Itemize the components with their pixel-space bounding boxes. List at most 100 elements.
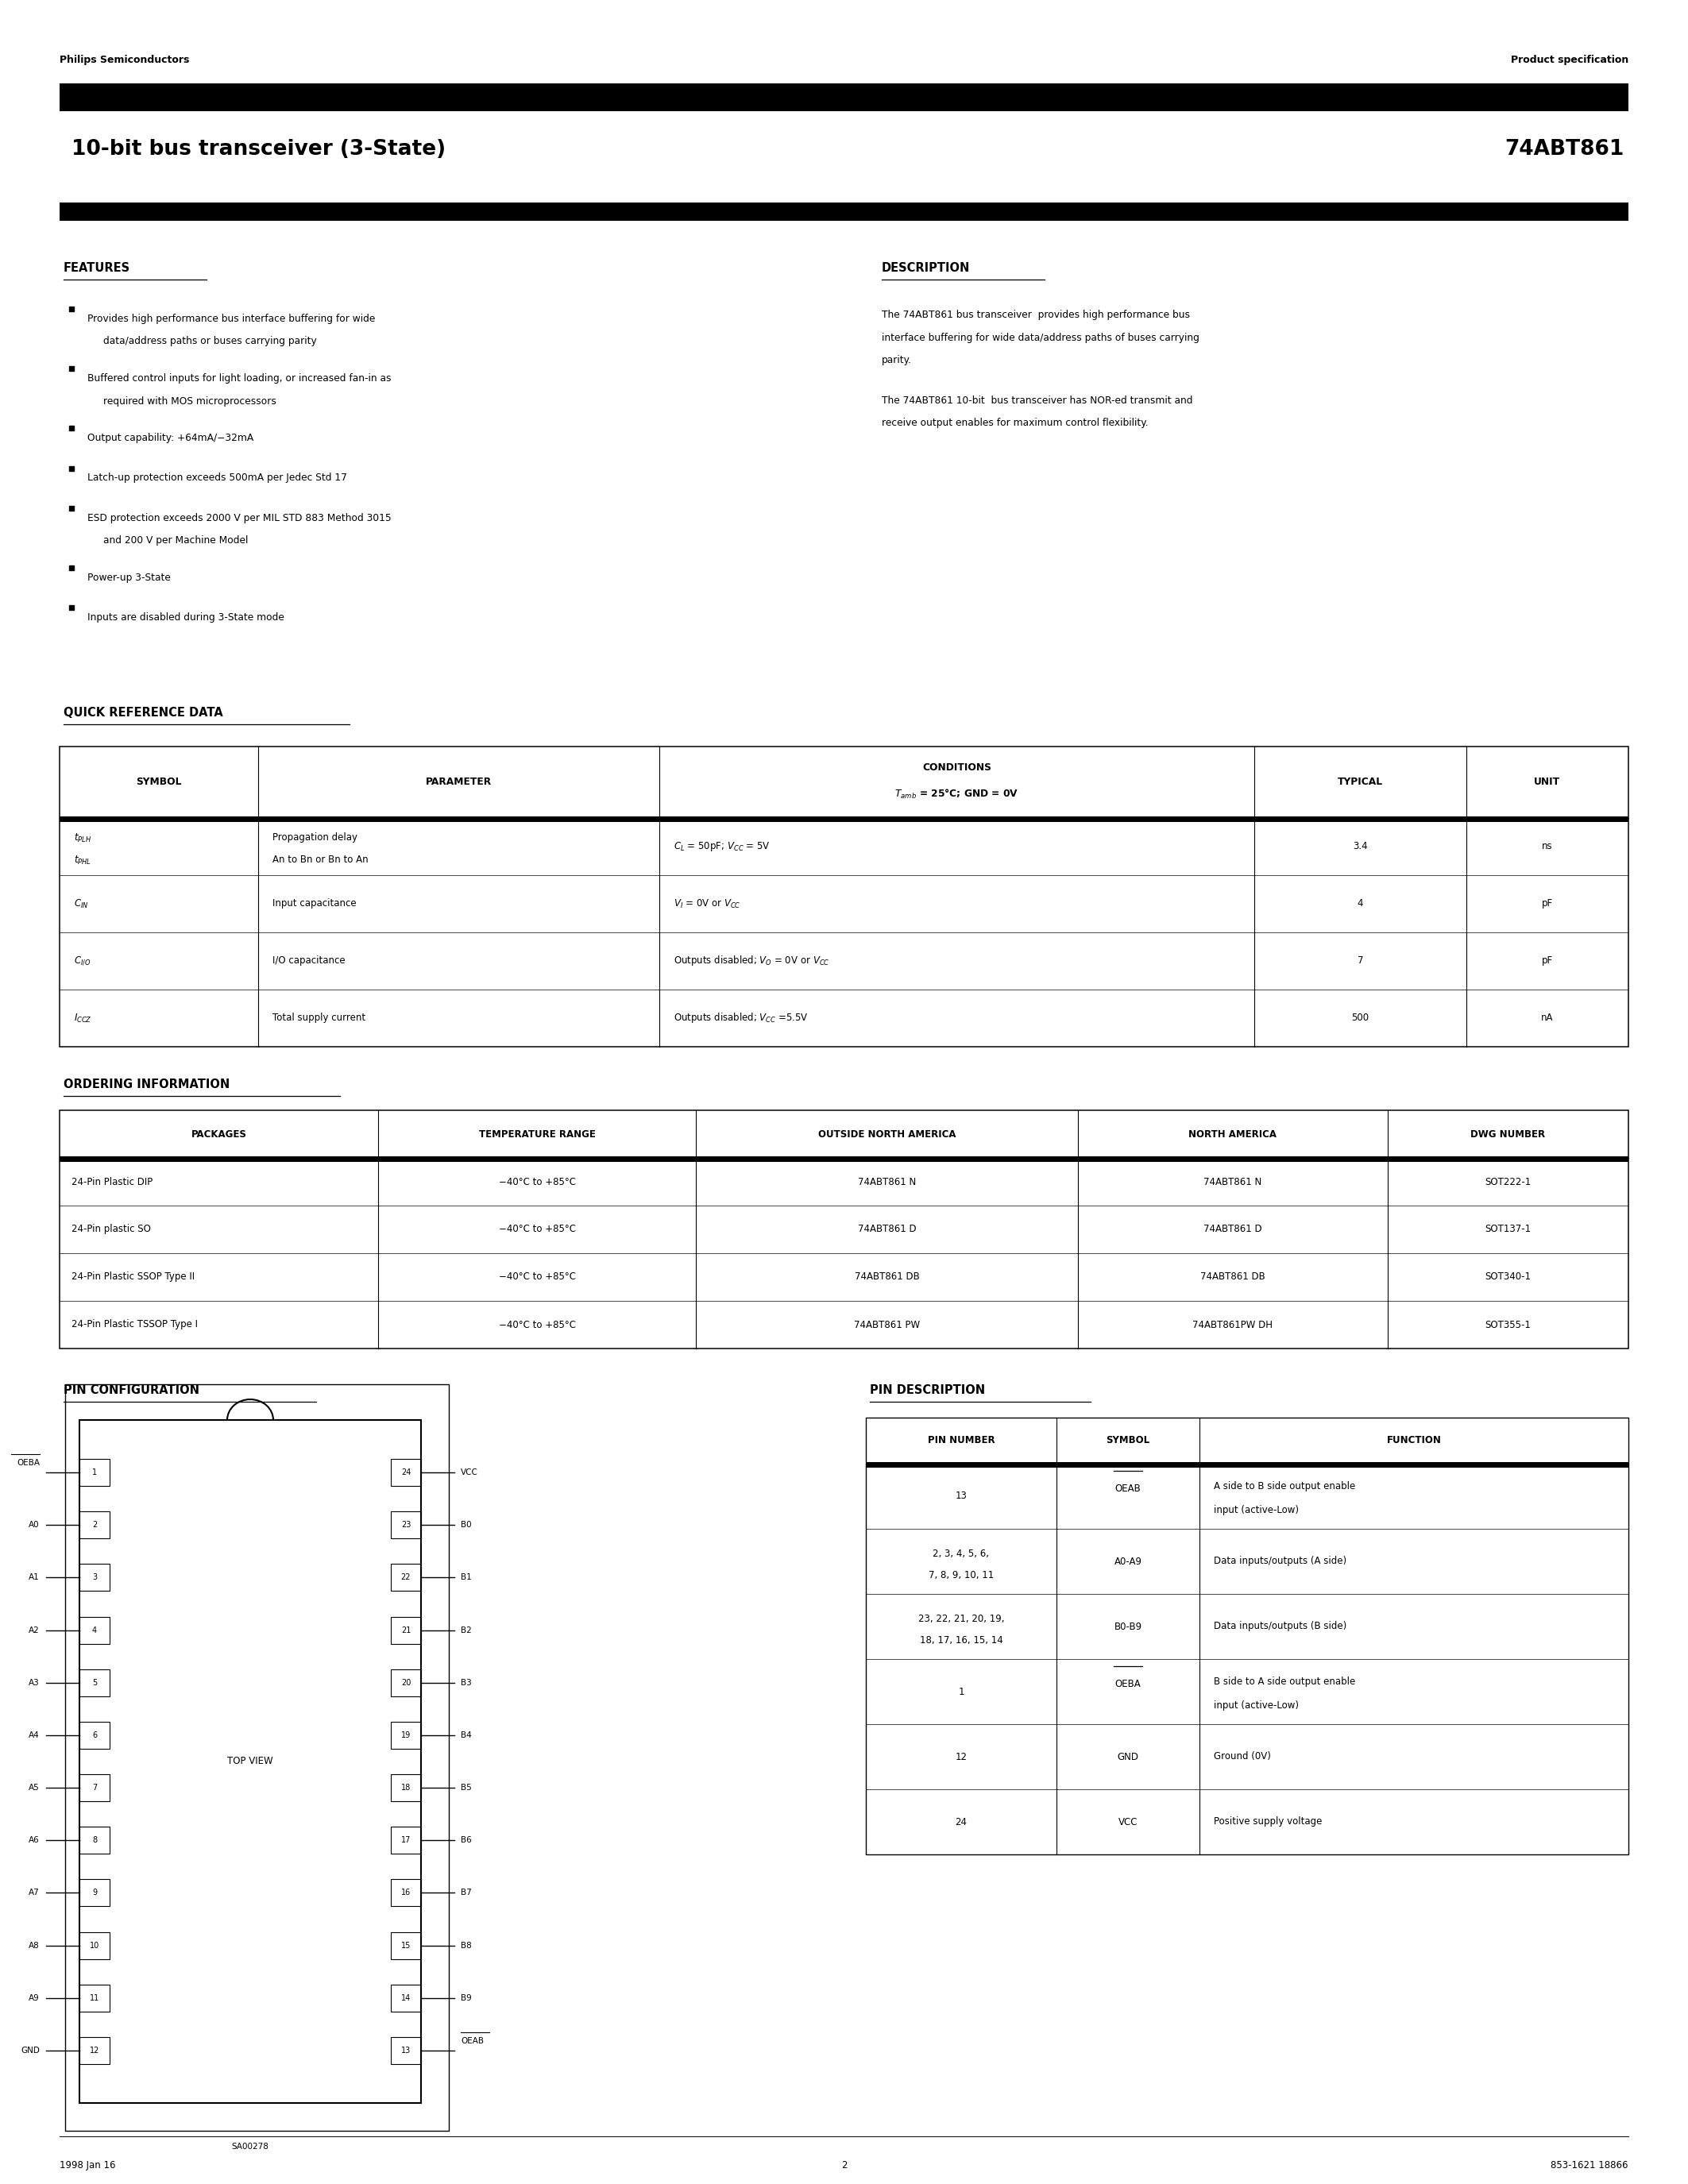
Text: 74ABT861 D: 74ABT861 D [858, 1225, 917, 1234]
Text: GND: GND [1117, 1752, 1139, 1762]
Text: A7: A7 [29, 1889, 41, 1898]
Text: −40°C to +85°C: −40°C to +85°C [498, 1271, 576, 1282]
Text: 13: 13 [402, 2046, 410, 2055]
Text: OEAB: OEAB [1116, 1483, 1141, 1494]
Text: 7: 7 [93, 1784, 96, 1791]
Text: input (active-Low): input (active-Low) [1214, 1701, 1298, 1710]
Text: B5: B5 [461, 1784, 471, 1791]
Text: Data inputs/outputs (B side): Data inputs/outputs (B side) [1214, 1621, 1347, 1631]
Text: SA00278: SA00278 [231, 2143, 268, 2151]
Text: Data inputs/outputs (A side): Data inputs/outputs (A side) [1214, 1557, 1347, 1566]
Text: B7: B7 [461, 1889, 471, 1898]
Text: 74ABT861 N: 74ABT861 N [858, 1177, 917, 1186]
Text: $C_{IN}$: $C_{IN}$ [74, 898, 89, 911]
Text: Ground (0V): Ground (0V) [1214, 1752, 1271, 1762]
Bar [66, 1385, 449, 2132]
Text: Product specification: Product specification [1511, 55, 1629, 66]
Text: interface buffering for wide data/address paths of buses carrying: interface buffering for wide data/addres… [881, 332, 1200, 343]
Bar [59, 83, 1629, 111]
Text: PARAMETER: PARAMETER [425, 778, 491, 788]
Text: Power-up 3-State: Power-up 3-State [88, 572, 170, 583]
Text: $C_{I/O}$: $C_{I/O}$ [74, 954, 91, 968]
Text: −40°C to +85°C: −40°C to +85°C [498, 1225, 576, 1234]
Bar [392, 2038, 420, 2064]
Bar [79, 1880, 110, 1907]
Text: and 200 V per Machine Model: and 200 V per Machine Model [103, 535, 248, 546]
Text: 6: 6 [93, 1732, 96, 1738]
Text: 74ABT861 N: 74ABT861 N [1204, 1177, 1263, 1186]
Text: 2, 3, 4, 5, 6,: 2, 3, 4, 5, 6, [933, 1548, 989, 1559]
Bar [59, 747, 1629, 1046]
Text: ORDERING INFORMATION: ORDERING INFORMATION [64, 1079, 230, 1090]
Text: 74ABT861PW DH: 74ABT861PW DH [1193, 1319, 1273, 1330]
Text: SOT222-1: SOT222-1 [1485, 1177, 1531, 1186]
Bar [79, 1511, 110, 1538]
Text: 18, 17, 16, 15, 14: 18, 17, 16, 15, 14 [920, 1636, 1003, 1645]
Text: A0: A0 [29, 1520, 41, 1529]
Text: OEBA: OEBA [17, 1459, 41, 1468]
Text: B6: B6 [461, 1837, 471, 1843]
Text: data/address paths or buses carrying parity: data/address paths or buses carrying par… [103, 336, 317, 347]
Text: 19: 19 [402, 1732, 410, 1738]
Text: 2: 2 [93, 1520, 96, 1529]
Text: 11: 11 [89, 1994, 100, 2003]
Text: 10: 10 [89, 1942, 100, 1950]
Text: 10-bit bus transceiver (3-State): 10-bit bus transceiver (3-State) [71, 140, 446, 159]
Text: CONDITIONS: CONDITIONS [922, 762, 991, 773]
Text: B1: B1 [461, 1575, 471, 1581]
Text: 5: 5 [93, 1679, 96, 1686]
Bar [59, 1155, 1629, 1162]
Text: FUNCTION: FUNCTION [1386, 1435, 1442, 1446]
Text: 1: 1 [93, 1468, 96, 1476]
Text: VCC: VCC [1117, 1817, 1138, 1828]
Text: PIN NUMBER: PIN NUMBER [927, 1435, 994, 1446]
Text: 74ABT861 DB: 74ABT861 DB [854, 1271, 920, 1282]
Text: TEMPERATURE RANGE: TEMPERATURE RANGE [479, 1129, 596, 1140]
Text: B3: B3 [461, 1679, 471, 1686]
Bar [392, 1616, 420, 1645]
Text: DWG NUMBER: DWG NUMBER [1470, 1129, 1545, 1140]
Bar [79, 1773, 110, 1802]
Bar [392, 1669, 420, 1697]
Text: PIN CONFIGURATION: PIN CONFIGURATION [64, 1385, 199, 1396]
Text: A9: A9 [29, 1994, 41, 2003]
Text: UNIT: UNIT [1534, 778, 1560, 788]
Text: 7, 8, 9, 10, 11: 7, 8, 9, 10, 11 [928, 1570, 994, 1581]
Bar [79, 1420, 420, 2103]
Text: PIN DESCRIPTION: PIN DESCRIPTION [869, 1385, 986, 1396]
Text: A side to B side output enable: A side to B side output enable [1214, 1481, 1355, 1492]
Text: −40°C to +85°C: −40°C to +85°C [498, 1319, 576, 1330]
Text: TYPICAL: TYPICAL [1337, 778, 1382, 788]
Text: OUTSIDE NORTH AMERICA: OUTSIDE NORTH AMERICA [819, 1129, 955, 1140]
Text: The 74ABT861 10-bit  bus transceiver has NOR-ed transmit and: The 74ABT861 10-bit bus transceiver has … [881, 395, 1193, 406]
Text: parity.: parity. [881, 356, 912, 365]
Text: OEAB: OEAB [461, 2038, 484, 2044]
Text: B0-B9: B0-B9 [1114, 1621, 1141, 1631]
Text: 16: 16 [402, 1889, 410, 1898]
Text: B0: B0 [461, 1520, 471, 1529]
Text: ESD protection exceeds 2000 V per MIL STD 883 Method 3015: ESD protection exceeds 2000 V per MIL ST… [88, 513, 392, 524]
Bar [866, 1417, 1629, 1854]
Text: An to Bn or Bn to An: An to Bn or Bn to An [272, 854, 368, 865]
Text: $V_I$ = 0V or $V_{CC}$: $V_I$ = 0V or $V_{CC}$ [674, 898, 741, 911]
Text: $I_{CCZ}$: $I_{CCZ}$ [74, 1011, 91, 1024]
Text: PACKAGES: PACKAGES [191, 1129, 246, 1140]
Text: 23: 23 [402, 1520, 410, 1529]
Text: $C_L$ = 50pF; $V_{CC}$ = 5V: $C_L$ = 50pF; $V_{CC}$ = 5V [674, 841, 770, 854]
Bar [392, 1511, 420, 1538]
Bar [59, 203, 1629, 221]
Text: 24: 24 [955, 1817, 967, 1828]
Text: Propagation delay: Propagation delay [272, 832, 358, 843]
Text: 853-1621 18866: 853-1621 18866 [1551, 2160, 1629, 2171]
Text: 20: 20 [402, 1679, 410, 1686]
Text: 21: 21 [402, 1627, 410, 1634]
Text: A5: A5 [29, 1784, 41, 1791]
Text: SOT137-1: SOT137-1 [1485, 1225, 1531, 1234]
Text: A6: A6 [29, 1837, 41, 1843]
Text: required with MOS microprocessors: required with MOS microprocessors [103, 395, 277, 406]
Bar [79, 1985, 110, 2011]
Text: 2: 2 [841, 2160, 847, 2171]
Text: Outputs disabled; $V_{CC}$ =5.5V: Outputs disabled; $V_{CC}$ =5.5V [674, 1011, 809, 1024]
Bar [59, 1109, 1629, 1348]
Text: 74ABT861 DB: 74ABT861 DB [1200, 1271, 1266, 1282]
